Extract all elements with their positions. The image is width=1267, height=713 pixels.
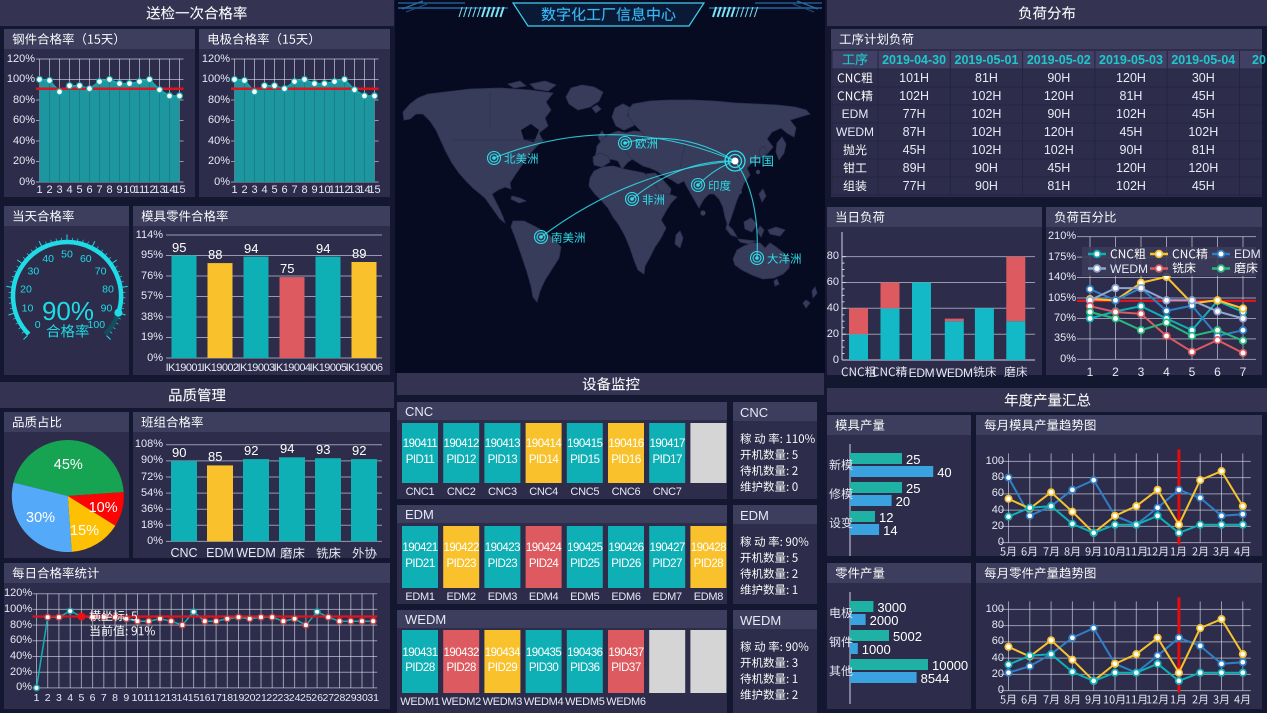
svg-text:90: 90: [101, 303, 113, 315]
svg-text:30: 30: [28, 265, 40, 277]
svg-text:10%: 10%: [89, 500, 118, 516]
svg-text:70: 70: [95, 265, 107, 277]
svg-text:50: 50: [61, 248, 73, 260]
svg-text:30%: 30%: [26, 510, 55, 526]
svg-text:20: 20: [20, 283, 32, 295]
svg-text:45%: 45%: [54, 457, 83, 473]
svg-text:60: 60: [80, 253, 92, 265]
svg-text:100: 100: [88, 319, 106, 331]
svg-text:90%: 90%: [42, 296, 94, 326]
svg-text:15%: 15%: [70, 523, 99, 539]
svg-text:40: 40: [42, 253, 54, 265]
svg-text:10: 10: [22, 303, 34, 315]
svg-text:80: 80: [102, 283, 114, 295]
svg-text:0: 0: [35, 319, 41, 331]
